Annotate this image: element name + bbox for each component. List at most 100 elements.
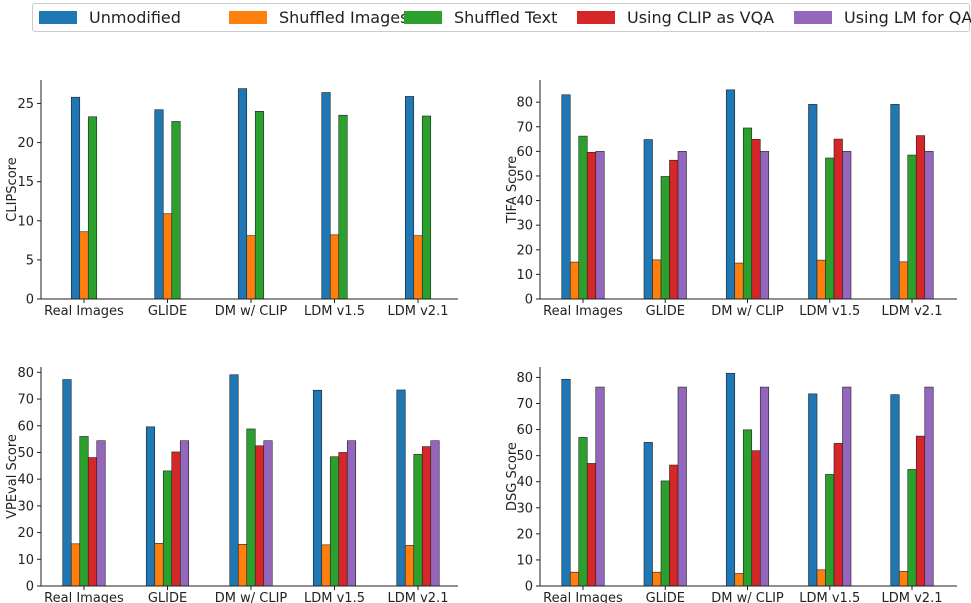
bar	[413, 235, 423, 300]
bar	[254, 110, 265, 300]
bar	[808, 393, 818, 587]
bar	[561, 94, 571, 300]
bar	[660, 176, 670, 300]
bar	[751, 450, 761, 587]
bar	[742, 127, 753, 300]
legend-item-lm-qa: Using LM for QA	[794, 8, 971, 27]
bar	[759, 386, 770, 587]
legend-label: Shuffled Text	[454, 8, 558, 27]
bar	[162, 470, 173, 587]
x-tick-label: LDM v1.5	[799, 304, 860, 319]
y-axis-label: CLIPScore	[5, 157, 20, 221]
bar	[898, 261, 909, 300]
y-tick-label: 80	[17, 366, 34, 381]
bar	[569, 571, 580, 587]
y-tick-label: 0	[26, 293, 34, 308]
x-tick-label: GLIDE	[148, 304, 187, 319]
legend-swatch-icon	[229, 11, 267, 24]
bar	[96, 440, 106, 587]
bar	[154, 542, 164, 587]
bar	[734, 262, 744, 300]
bar	[924, 151, 934, 300]
y-tick-label: 70	[516, 397, 533, 412]
bar	[808, 104, 818, 300]
bar	[669, 464, 679, 587]
bar	[321, 92, 331, 300]
bar	[421, 446, 432, 587]
bar	[70, 96, 81, 300]
bar	[725, 89, 736, 300]
y-tick-label: 70	[17, 393, 34, 408]
bar	[652, 571, 662, 587]
legend-swatch-icon	[404, 11, 442, 24]
bar	[825, 474, 835, 587]
y-tick-label: 50	[516, 169, 533, 184]
bar	[907, 154, 917, 300]
bar	[595, 151, 605, 300]
bar	[833, 138, 843, 300]
x-tick-label: LDM v1.5	[799, 591, 860, 603]
bar	[825, 157, 835, 300]
x-tick-label: LDM v1.5	[304, 304, 365, 319]
bar	[751, 139, 761, 300]
bar	[924, 386, 934, 587]
y-tick-label: 20	[17, 136, 34, 151]
y-axis-label: DSG Score	[505, 442, 520, 511]
legend-label: Shuffled Images	[279, 8, 409, 27]
y-tick-label: 10	[516, 268, 533, 283]
x-tick-label: GLIDE	[646, 591, 685, 603]
y-tick-label: 30	[17, 499, 34, 514]
bar	[62, 379, 72, 587]
y-tick-label: 10	[17, 553, 34, 568]
x-tick-label: Real Images	[44, 304, 124, 319]
bar	[79, 231, 89, 300]
bar	[87, 457, 98, 587]
bar	[578, 135, 588, 300]
bar	[396, 389, 406, 587]
y-tick-label: 25	[17, 97, 34, 112]
x-tick-label: Real Images	[44, 591, 124, 603]
bar	[833, 443, 843, 587]
y-tick-label: 60	[516, 145, 533, 160]
y-tick-label: 50	[516, 449, 533, 464]
bar	[237, 544, 248, 587]
bar	[421, 115, 432, 300]
bar	[79, 436, 89, 587]
bar	[890, 394, 900, 587]
bar	[246, 428, 256, 587]
bar	[816, 259, 826, 300]
bar	[312, 389, 323, 587]
y-axis-label: VPEval Score	[5, 434, 20, 519]
x-tick-label: DM w/ CLIP	[215, 591, 288, 603]
bar	[643, 139, 653, 300]
bar	[87, 116, 98, 300]
y-tick-label: 0	[26, 580, 34, 595]
bar	[595, 386, 605, 587]
bar	[643, 442, 653, 587]
bar	[742, 429, 753, 587]
bar	[329, 456, 340, 587]
y-tick-label: 0	[525, 293, 533, 308]
bar	[842, 386, 852, 587]
x-tick-label: DM w/ CLIP	[711, 591, 784, 603]
bar	[677, 151, 687, 300]
bar	[734, 573, 744, 587]
bar	[430, 440, 440, 587]
y-tick-label: 50	[17, 446, 34, 461]
y-tick-label: 0	[525, 580, 533, 595]
y-tick-label: 40	[516, 194, 533, 209]
x-tick-label: GLIDE	[646, 304, 685, 319]
y-tick-label: 70	[516, 120, 533, 135]
legend-item-shuffled-text: Shuffled Text	[404, 8, 557, 27]
bar	[254, 445, 265, 587]
x-tick-label: GLIDE	[148, 591, 187, 603]
x-tick-label: DM w/ CLIP	[215, 304, 288, 319]
y-tick-label: 40	[516, 475, 533, 490]
legend-item-shuffled-images: Shuffled Images	[229, 8, 408, 27]
legend-swatch-icon	[39, 11, 77, 24]
y-tick-label: 80	[516, 96, 533, 111]
legend-swatch-icon	[794, 11, 832, 24]
bar	[338, 114, 348, 300]
y-tick-label: 20	[516, 527, 533, 542]
